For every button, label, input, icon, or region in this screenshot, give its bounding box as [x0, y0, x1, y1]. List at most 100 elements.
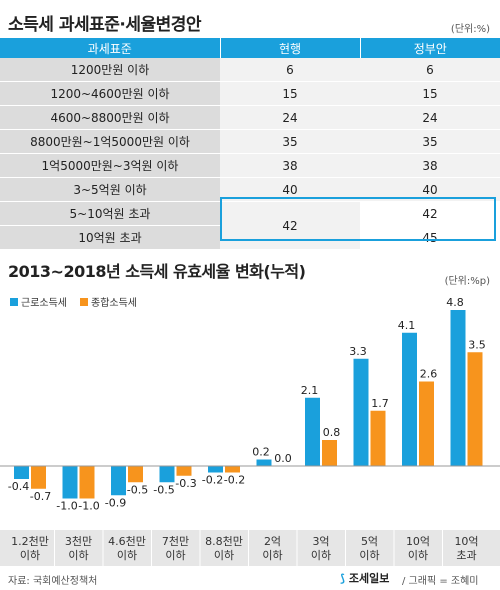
- data-label: 4.8: [446, 296, 464, 309]
- bracket-cell: 1200만원 이하: [0, 58, 220, 82]
- bar-comprehensive-income: [31, 466, 46, 489]
- bar-comprehensive-income: [225, 466, 240, 473]
- table-row: 1억5000만원~3억원 이하 38 38: [0, 153, 500, 178]
- category-label: 1.2천만: [11, 534, 49, 548]
- table-row: 10억원 초과 45: [0, 225, 500, 250]
- bar-earned-income: [402, 332, 417, 466]
- bar-earned-income: [353, 358, 369, 466]
- data-label: 0.0: [274, 452, 292, 465]
- category-label: 이하: [68, 548, 88, 562]
- category-band: [0, 530, 500, 566]
- current-rate-cell: 15: [220, 81, 360, 106]
- proposed-rate-cell: 35: [360, 129, 500, 154]
- bar-earned-income: [62, 466, 78, 499]
- data-label: -0.5: [127, 483, 148, 496]
- logo-text: 조세일보: [348, 572, 390, 585]
- bar-comprehensive-income: [79, 466, 95, 499]
- current-rate-cell: 24: [220, 105, 360, 130]
- data-label: 3.3: [349, 345, 367, 358]
- category-label: 8.8천만: [205, 534, 243, 548]
- category-label: 10억: [454, 535, 478, 548]
- data-label: -0.4: [8, 480, 29, 493]
- category-label: 이하: [262, 548, 282, 562]
- bar-comprehensive-income: [419, 381, 434, 466]
- category-label: 10억: [406, 535, 430, 548]
- bar-earned-income: [256, 459, 272, 466]
- category-label: 3억: [312, 535, 329, 548]
- bar-comprehensive-income: [370, 410, 386, 466]
- category-label: 3천만: [65, 534, 92, 548]
- data-label: -0.7: [30, 490, 51, 503]
- data-label: 2.1: [301, 384, 319, 397]
- table-row: 5~10억원 초과 42 42: [0, 201, 500, 250]
- category-label: 초과: [456, 549, 476, 562]
- bracket-cell: 3~5억원 이하: [0, 177, 220, 202]
- bracket-cell: 1200~4600만원 이하: [0, 81, 220, 106]
- legend-swatch: [10, 298, 18, 306]
- category-label: 이하: [214, 548, 234, 562]
- table-row: 1200만원 이하 6 6: [0, 58, 500, 82]
- category-label: 7천만: [162, 534, 189, 548]
- bar-comprehensive-income: [128, 466, 143, 483]
- tax-rate-table: 과세표준 현행 정부안 1200만원 이하 6 6 1200~4600만원 이하…: [0, 38, 500, 250]
- legend-swatch: [80, 298, 88, 306]
- data-label: 2.6: [420, 368, 438, 381]
- source-note: 자료: 국회예산정책처: [8, 576, 98, 587]
- proposed-rate-cell: 6: [360, 58, 500, 82]
- current-rate-cell: 6: [220, 58, 360, 82]
- bracket-cell: 4600~8800만원 이하: [0, 105, 220, 130]
- bar-earned-income: [159, 466, 175, 483]
- graphic-credit: / 그래픽 = 조혜미: [402, 576, 479, 587]
- data-label: 4.1: [398, 319, 416, 332]
- category-label: 4.6천만: [108, 534, 146, 548]
- legend-label: 종합소득세: [91, 297, 137, 309]
- chart-unit: (단위:%p): [444, 276, 490, 287]
- bracket-cell: 8800만원~1억5000만원 이하: [0, 129, 220, 154]
- bar-earned-income: [450, 310, 466, 466]
- bracket-cell: 5~10억원 초과: [0, 201, 220, 226]
- legend-label: 근로소득세: [21, 297, 67, 309]
- bar-comprehensive-income: [176, 466, 192, 476]
- data-label: -0.2: [202, 474, 223, 487]
- data-label: 0.8: [323, 426, 341, 439]
- proposed-rate-cell: 38: [360, 153, 500, 178]
- proposed-rate-cell: 24: [360, 105, 500, 130]
- table-row: 4600~8800만원 이하 24 24: [0, 105, 500, 130]
- data-label: 1.7: [371, 397, 389, 410]
- bar-earned-income: [305, 397, 320, 466]
- bar-earned-income: [14, 466, 29, 479]
- proposed-rate-cell: 15: [360, 81, 500, 106]
- proposed-rate-cell: 45: [360, 225, 500, 250]
- category-label: 이하: [311, 548, 331, 562]
- data-label: -0.5: [153, 483, 174, 496]
- bar-earned-income: [111, 466, 126, 496]
- data-label: -0.3: [175, 477, 196, 490]
- chart-title: 2013~2018년 소득세 유효세율 변화(누적): [8, 262, 306, 281]
- header-current: 현행: [220, 38, 361, 58]
- category-label: 2억: [264, 535, 281, 548]
- page-title: 소득세 과세표준·세율변경안: [8, 15, 202, 35]
- table-row: 8800만원~1억5000만원 이하 35 35: [0, 129, 500, 154]
- bracket-cell: 10억원 초과: [0, 225, 220, 250]
- proposed-rate-cell: 42: [360, 201, 500, 226]
- table-row: 1200~4600만원 이하 15 15: [0, 81, 500, 106]
- data-label: 3.5: [468, 338, 486, 351]
- current-rate-cell: 35: [220, 129, 360, 154]
- data-label: -1.0: [56, 500, 77, 513]
- bar-comprehensive-income: [322, 440, 337, 466]
- bar-comprehensive-income: [467, 352, 483, 466]
- bar-earned-income: [208, 466, 223, 473]
- header-proposed: 정부안: [360, 38, 500, 58]
- bracket-cell: 1억5000만원~3억원 이하: [0, 153, 220, 178]
- current-rate-cell: 38: [220, 153, 360, 178]
- category-label: 이하: [20, 548, 40, 562]
- table-unit: (단위:%): [450, 24, 490, 35]
- category-label: 이하: [408, 548, 428, 562]
- publisher-logo: ⟆ 조세일보: [340, 570, 389, 586]
- header-bracket: 과세표준: [0, 38, 221, 58]
- category-label: 이하: [359, 548, 379, 562]
- data-label: -0.9: [105, 496, 126, 509]
- current-rate-cell-merged: 42: [220, 201, 360, 250]
- category-label: 5억: [361, 535, 378, 548]
